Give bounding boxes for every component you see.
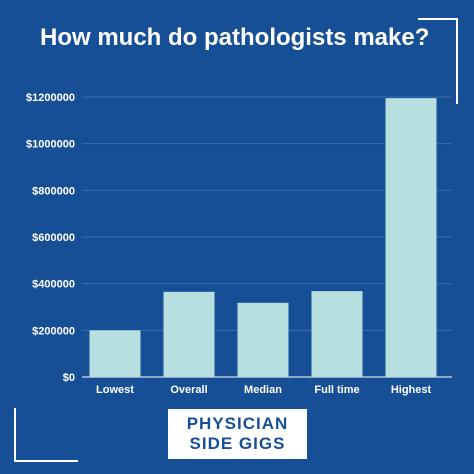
frame-corner-bottom-left-v	[14, 408, 16, 462]
y-tick-label: $800000	[32, 185, 75, 197]
brand-logo: PHYSICIAN SIDE GIGS	[168, 409, 307, 459]
bar	[311, 291, 363, 377]
y-tick-label: $600000	[32, 232, 75, 244]
bar	[89, 330, 141, 377]
bar	[385, 98, 437, 378]
x-tick-label: Lowest	[96, 384, 134, 396]
frame-corner-bottom-left-h	[14, 460, 78, 462]
frame-corner-top-right-v	[456, 18, 458, 104]
frame-corner-top-right-h	[418, 18, 456, 20]
bar	[163, 291, 215, 377]
y-tick-label: $200000	[32, 325, 75, 337]
y-tick-label: $400000	[32, 279, 75, 291]
x-tick-label: Median	[244, 384, 282, 396]
x-tick-label: Full time	[314, 384, 359, 396]
chart-title: How much do pathologists make?	[40, 24, 430, 51]
bar	[237, 302, 289, 377]
y-tick-label: $1200000	[26, 92, 75, 104]
brand-logo-line-1: PHYSICIAN	[186, 414, 289, 433]
brand-logo-line-2: SIDE GIGS	[189, 434, 286, 453]
x-tick-label: Overall	[170, 384, 207, 396]
y-tick-label: $0	[63, 372, 75, 384]
y-tick-label: $1000000	[26, 139, 75, 151]
x-tick-label: Highest	[391, 384, 432, 396]
